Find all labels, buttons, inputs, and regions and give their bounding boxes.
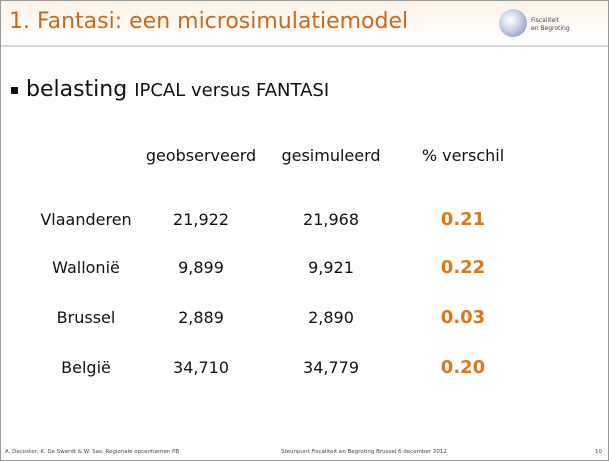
slide-title: 1. Fantasi: een microsimulatiemodel xyxy=(9,9,409,34)
table-cell: 34,710 xyxy=(173,358,229,377)
bullet-text: IPCAL versus FANTASI xyxy=(134,80,330,101)
table-cell: 0.20 xyxy=(440,357,486,378)
column-header: geobserveerd xyxy=(145,146,257,165)
title-bar: 1. Fantasi: een microsimulatiemodel Fisc… xyxy=(1,1,608,47)
page-number: 10 xyxy=(595,449,602,455)
bullet-lead: belasting xyxy=(26,77,128,102)
row-label: Wallonië xyxy=(52,258,120,277)
logo-text: Fiscaliteit xyxy=(531,17,560,24)
row-label: België xyxy=(61,358,111,377)
column-header: gesimuleerd xyxy=(281,146,381,165)
logo-text: en Begroting xyxy=(531,25,570,32)
table-cell: 0.21 xyxy=(440,209,486,230)
table-cell: 2,889 xyxy=(178,308,224,327)
table-cell: 0.03 xyxy=(440,307,486,328)
logo-icon xyxy=(499,9,527,37)
footer-left: A. Decoster, K. De Swerdt & W. Sas: Regi… xyxy=(5,449,180,455)
bullet-marker xyxy=(11,86,18,94)
table-cell: 9,899 xyxy=(178,258,224,277)
table-cell: 21,968 xyxy=(303,210,359,229)
table-cell: 2,890 xyxy=(308,308,354,327)
row-label: Vlaanderen xyxy=(40,210,132,229)
table-cell: 0.22 xyxy=(440,257,486,278)
table-cell: 34,779 xyxy=(303,358,359,377)
footer-center: Steunpunt Fiscaliteit en Begroting Bruss… xyxy=(281,449,447,455)
row-label: Brussel xyxy=(56,308,116,327)
bullet: belasting IPCAL versus FANTASI xyxy=(11,77,329,102)
column-header: % verschil xyxy=(421,146,505,165)
table-cell: 21,922 xyxy=(173,210,229,229)
table-cell: 9,921 xyxy=(308,258,354,277)
logo: Fiscaliteit en Begroting xyxy=(499,7,607,41)
